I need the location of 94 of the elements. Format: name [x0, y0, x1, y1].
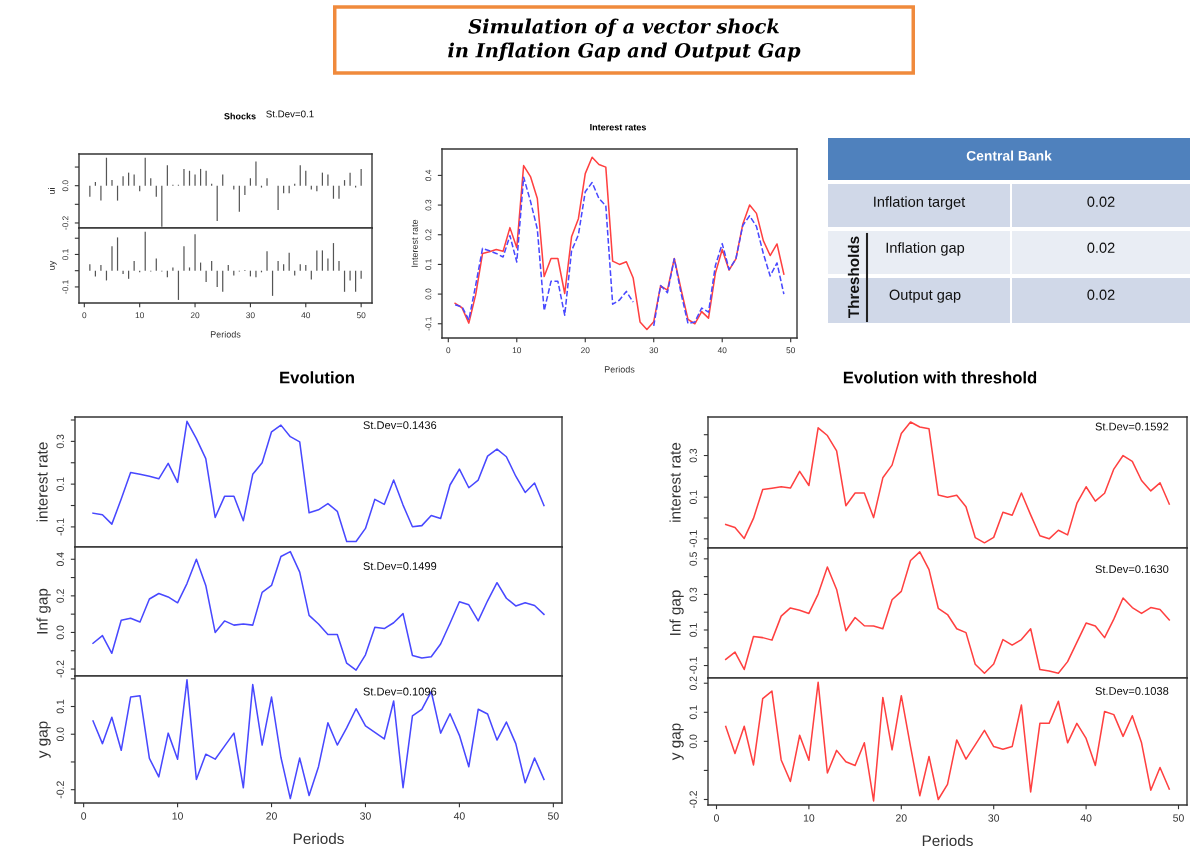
text: 0.02 [1087, 289, 1115, 300]
line-series [92, 420, 545, 543]
y-tick-label: 0.1 [425, 259, 432, 270]
y-tick-label: 0.2 [425, 229, 432, 241]
x-tick-label: 50 [786, 347, 796, 354]
x-tick-label: 30 [649, 347, 659, 354]
line-series [92, 550, 545, 671]
line-series [724, 681, 1171, 802]
y-tick-label: 0.1 [62, 249, 69, 260]
x-tick-label: 0 [446, 347, 451, 354]
y-tick-label: 0.0 [689, 734, 697, 749]
y-tick-label: -0.2 [62, 216, 69, 230]
annotation: St.Dev=0.1630 [1095, 565, 1169, 574]
x-tick-label: 20 [581, 347, 590, 354]
x-tick-label: 40 [453, 812, 465, 820]
x-tick-label: 0 [82, 312, 87, 319]
x-tick-label: 40 [301, 312, 311, 319]
y-axis-title: ui [48, 188, 55, 194]
text: Inflation target [874, 196, 966, 210]
x-tick-label: 10 [512, 347, 522, 354]
y-tick-label: -0.1 [62, 280, 69, 294]
chart-title: Evolution [280, 371, 354, 384]
text: Central Bank [966, 150, 1052, 161]
y-axis-title: Inf gap [669, 590, 684, 635]
x-tick-label: 0 [81, 812, 87, 820]
y-tick-label: 0.4 [425, 169, 432, 181]
x-tick-label: 50 [356, 312, 366, 319]
y-tick-label: 0.3 [689, 587, 697, 602]
y-axis-title: uy [50, 260, 57, 270]
y-tick-label: 0.4 [56, 552, 64, 567]
x-tick-label: 40 [717, 347, 727, 354]
line-series [92, 679, 545, 800]
x-tick-label: 10 [803, 814, 815, 822]
text: 0.02 [1087, 242, 1115, 253]
text: Thresholds [847, 236, 860, 318]
y-axis-title: y gap [672, 723, 684, 761]
y-tick-label: 0.2 [56, 589, 64, 603]
y-tick-label: 0.0 [425, 288, 432, 300]
y-tick-label: -0.1 [689, 657, 697, 675]
chart-title: Evolution with threshold [843, 371, 1037, 384]
x-axis-title: Periods [293, 832, 344, 845]
y-tick-label: -0.2 [689, 791, 697, 808]
line-series [724, 551, 1171, 674]
x-tick-label: 30 [988, 814, 1000, 822]
x-axis-title: Periods [210, 330, 241, 338]
text: St.Dev=0.1 [266, 110, 314, 118]
y-tick-label: 0.1 [56, 699, 64, 714]
x-tick-label: 10 [172, 812, 183, 820]
x-tick-label: 40 [1080, 814, 1092, 822]
y-tick-label: 0.0 [56, 727, 64, 742]
y-tick-label: 0.1 [689, 705, 697, 720]
y-axis-title: interest rate [669, 442, 681, 522]
y-axis-title: y gap [39, 721, 51, 759]
annotation: St.Dev=0.1499 [363, 562, 437, 570]
y-tick-label: -0.2 [56, 781, 64, 799]
y-tick-label: 0.1 [56, 477, 64, 491]
annotation: St.Dev=0.1096 [363, 687, 437, 696]
text: Output gap [889, 289, 961, 303]
chart-title: Interest rates [590, 124, 646, 131]
annotation: St.Dev=0.1038 [1095, 687, 1169, 695]
x-tick-label: 30 [360, 812, 371, 820]
y-tick-label: 0.1 [689, 490, 697, 505]
x-tick-label: 10 [135, 312, 144, 319]
y-tick-label: 0.3 [689, 448, 697, 463]
y-tick-label: 0.5 [689, 552, 697, 566]
annotation: St.Dev=0.1592 [1095, 422, 1169, 431]
x-axis-title: Periods [922, 834, 973, 847]
y-tick-label: -0.2 [56, 660, 64, 678]
x-tick-label: 20 [266, 812, 277, 820]
y-tick-label: -0.1 [689, 530, 697, 548]
y-tick-label: 0.2 [689, 676, 697, 691]
x-axis-title: Periods [604, 365, 635, 373]
y-tick-label: 0.0 [56, 625, 64, 640]
x-tick-label: 50 [547, 812, 559, 820]
text: Inflation gap [886, 242, 965, 256]
y-tick-label: -0.1 [56, 518, 64, 536]
x-tick-label: 0 [714, 814, 719, 822]
y-axis-title: interest rate [36, 442, 48, 522]
line-series [724, 421, 1171, 544]
y-tick-label: 0.3 [56, 434, 64, 449]
x-tick-label: 20 [896, 814, 907, 822]
y-tick-label: 0.3 [425, 199, 432, 211]
annotation: St.Dev=0.1436 [363, 421, 437, 430]
chart-title: Shocks [224, 112, 256, 120]
y-tick-label: 0.0 [62, 180, 69, 192]
y-axis-title: Interest rate [411, 219, 418, 267]
x-tick-label: 20 [190, 312, 200, 319]
text: Simulation of a vector shock in Inflation Gap and Output Gap [448, 18, 801, 62]
text: 0.02 [1087, 196, 1115, 207]
x-tick-label: 30 [246, 312, 255, 319]
x-tick-label: 50 [1173, 814, 1184, 822]
y-axis-title: Inf gap [36, 588, 51, 634]
y-tick-label: -0.1 [425, 316, 432, 331]
y-tick-label: 0.1 [689, 623, 697, 637]
